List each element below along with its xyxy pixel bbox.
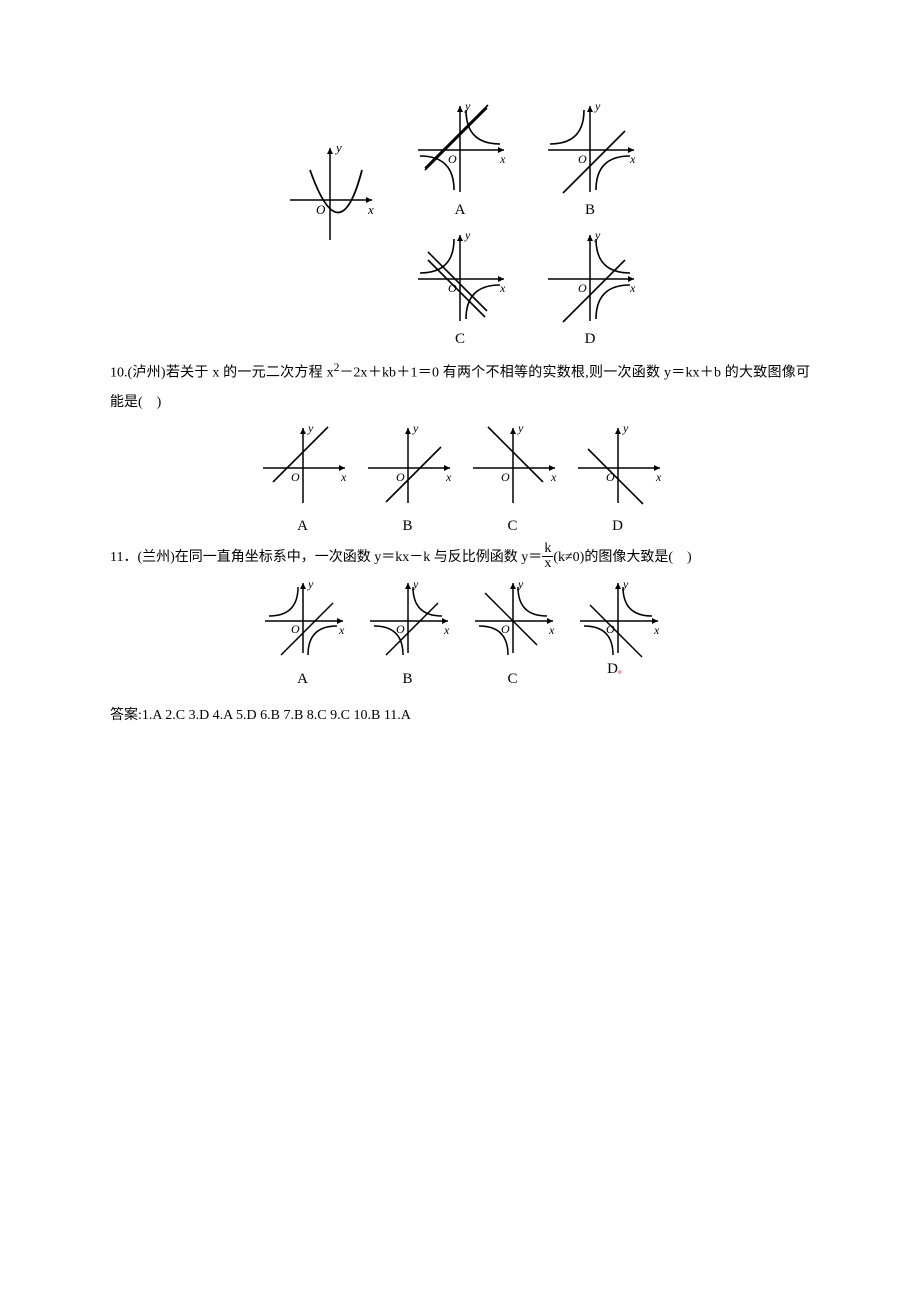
- q9-option-d: y x O D: [540, 229, 640, 348]
- q11-option-a: y x O A: [258, 579, 348, 688]
- svg-text:x: x: [338, 623, 345, 637]
- q10-figures: y x O A y x O B y x O: [110, 423, 810, 535]
- svg-text:y: y: [412, 423, 419, 435]
- svg-text:O: O: [501, 470, 510, 484]
- q10-option-d: y x O D: [570, 423, 665, 535]
- q10-option-b: y x O B: [360, 423, 455, 535]
- option-caption: D: [612, 518, 623, 535]
- q9-option-c: y x O C: [410, 229, 510, 348]
- q9-option-a: y x O A: [410, 100, 510, 219]
- origin-label: O: [316, 202, 326, 217]
- svg-text:O: O: [291, 470, 300, 484]
- svg-text:O: O: [578, 281, 587, 295]
- option-caption: A: [297, 518, 308, 535]
- option-caption: B: [402, 671, 412, 688]
- svg-text:x: x: [629, 152, 636, 166]
- q9-option-b: y x O B: [540, 100, 640, 219]
- option-caption: B: [585, 202, 595, 219]
- q9-options-grid: y x O A y: [410, 100, 640, 348]
- svg-text:x: x: [550, 470, 557, 484]
- option-caption: C: [507, 518, 517, 535]
- svg-text:x: x: [499, 152, 506, 166]
- svg-text:x: x: [443, 623, 450, 637]
- option-caption: A: [455, 202, 466, 219]
- option-caption: B: [402, 518, 412, 535]
- q9-figures: y x O y x O: [110, 100, 810, 348]
- svg-text:y: y: [622, 423, 629, 435]
- svg-text:O: O: [578, 152, 587, 166]
- option-caption: D。: [607, 661, 628, 678]
- q11-option-d: y x O D。: [573, 579, 663, 678]
- q10-option-c: y x O C: [465, 423, 560, 535]
- svg-text:x: x: [653, 623, 660, 637]
- svg-text:y: y: [464, 229, 471, 242]
- option-caption: C: [455, 331, 465, 348]
- svg-text:O: O: [448, 152, 457, 166]
- axis-y-label: y: [334, 140, 342, 155]
- answers-line: 答案:1.A 2.C 3.D 4.A 5.D 6.B 7.B 8.C 9.C 1…: [110, 702, 810, 730]
- svg-text:y: y: [594, 229, 601, 242]
- q9-parabola: y x O: [280, 140, 380, 250]
- svg-text:y: y: [594, 100, 601, 113]
- q10-text: 10.(泸州)若关于 x 的一元二次方程 x2－2x＋kb＋1＝0 有两个不相等…: [110, 356, 810, 417]
- svg-text:x: x: [340, 470, 347, 484]
- q11-text: 11．(兰州)在同一直角坐标系中，一次函数 y＝kx－k 与反比例函数 y＝kx…: [110, 543, 810, 572]
- svg-text:x: x: [445, 470, 452, 484]
- option-caption: C: [507, 671, 517, 688]
- q11-option-c: y x O C: [468, 579, 558, 688]
- svg-text:O: O: [396, 470, 405, 484]
- svg-text:y: y: [307, 579, 314, 591]
- svg-text:x: x: [548, 623, 555, 637]
- svg-text:O: O: [291, 622, 300, 636]
- q11-option-b: y x O B: [363, 579, 453, 688]
- option-caption: A: [297, 671, 308, 688]
- svg-text:y: y: [464, 100, 471, 113]
- svg-text:y: y: [307, 423, 314, 435]
- svg-text:x: x: [629, 281, 636, 295]
- option-caption: D: [585, 331, 596, 348]
- axis-x-label: x: [367, 202, 374, 217]
- svg-text:y: y: [517, 423, 524, 435]
- svg-text:x: x: [499, 281, 506, 295]
- svg-text:x: x: [655, 470, 662, 484]
- q11-figures: y x O A y x O B: [110, 579, 810, 688]
- q10-option-a: y x O A: [255, 423, 350, 535]
